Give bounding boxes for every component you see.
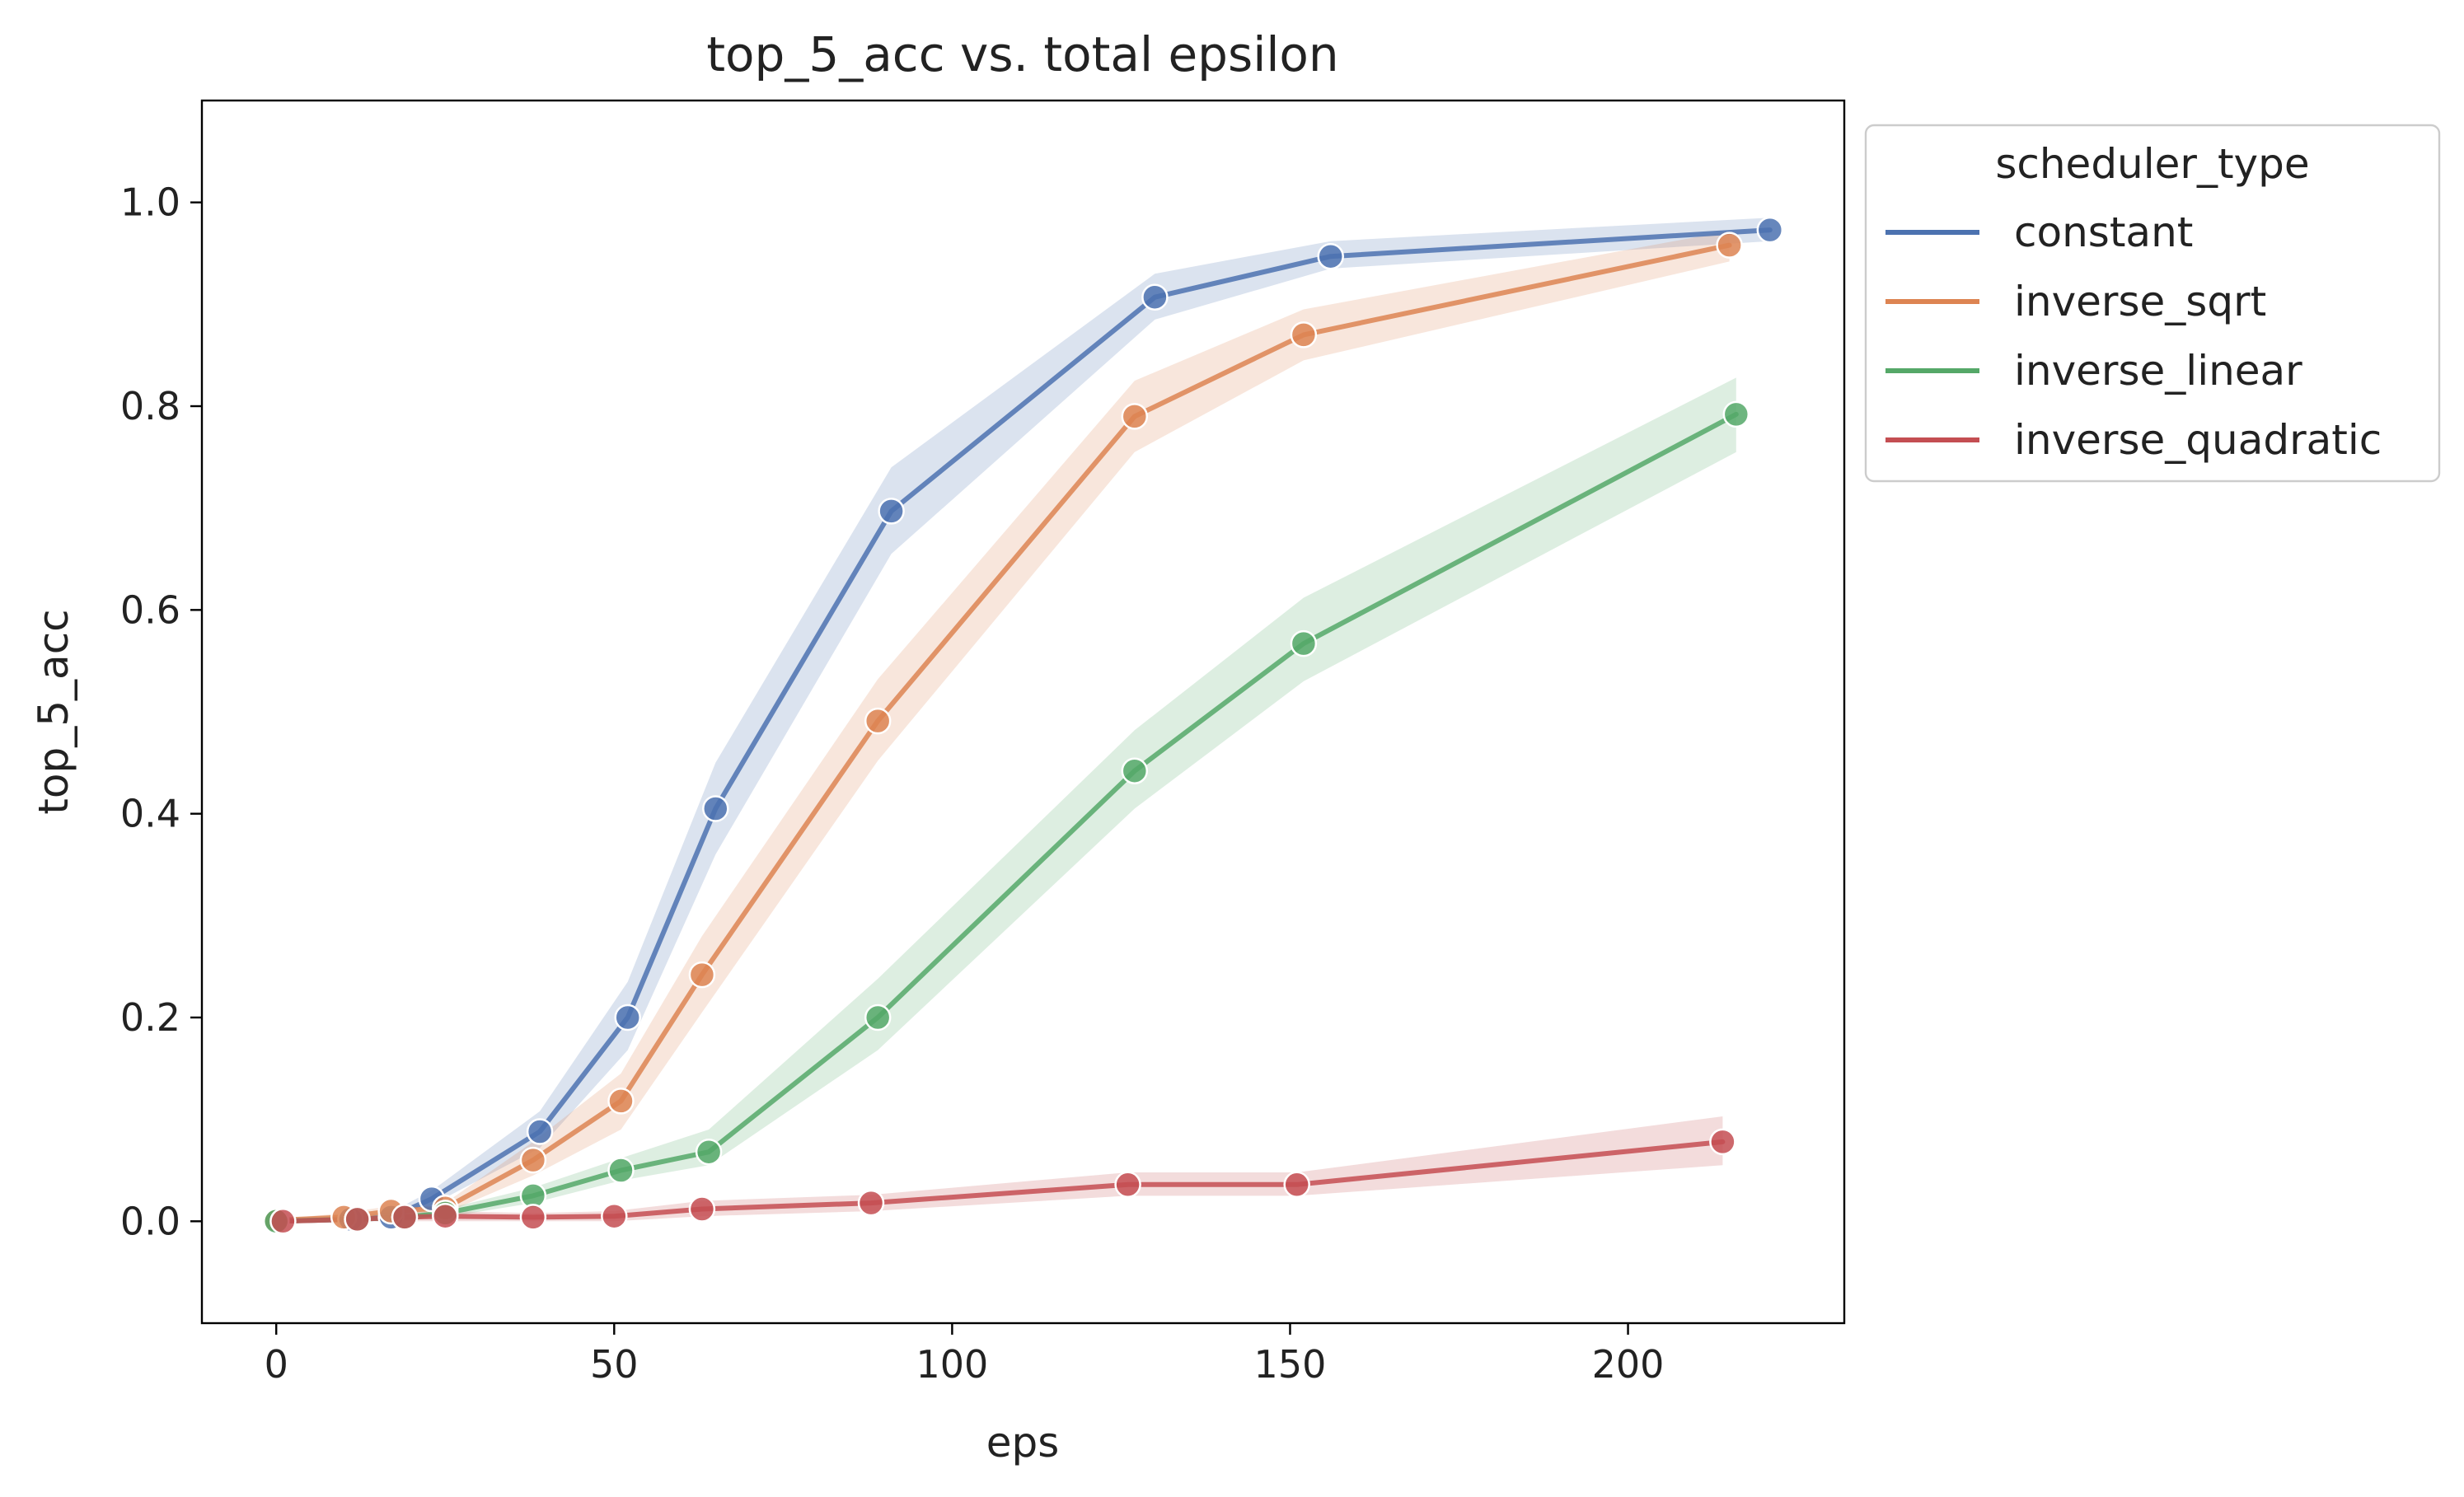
point-constant-7 (878, 498, 905, 525)
point-inverse_quadratic-7 (857, 1189, 885, 1217)
legend: scheduler_type constant inverse_sqrtinver… (1864, 124, 2441, 483)
point-inverse_quadratic-2 (391, 1204, 419, 1231)
legend-label-inverse_linear: inverse_linear (2014, 347, 2302, 395)
point-inverse_quadratic-6 (688, 1195, 716, 1223)
point-inverse_linear-5 (607, 1157, 635, 1184)
y-tick-label: 0.0 (120, 1199, 180, 1243)
legend-box (1864, 124, 2441, 483)
point-inverse_quadratic-5 (601, 1202, 628, 1230)
y-tick-label: 0.8 (120, 384, 180, 428)
point-inverse_sqrt-9 (1290, 321, 1318, 349)
x-tick-label: 0 (265, 1342, 288, 1387)
y-axis-label: top_5_acc (30, 609, 77, 814)
point-constant-10 (1756, 216, 1784, 244)
chart-title: top_5_acc vs. total epsilon (706, 26, 1338, 82)
x-axis-ticks: 0 50 100 150 200 (265, 1323, 1665, 1387)
y-tick-label: 0.6 (120, 587, 180, 632)
series-markers (262, 216, 1784, 1235)
legend-title: scheduler_type (1995, 140, 2309, 188)
point-constant-6 (702, 795, 729, 822)
x-tick-label: 150 (1254, 1342, 1327, 1387)
legend-label-constant: constant (2014, 208, 2193, 256)
point-inverse_quadratic-4 (519, 1204, 547, 1231)
point-inverse_sqrt-8 (1121, 403, 1149, 430)
point-inverse_linear-8 (1121, 757, 1149, 784)
point-inverse_sqrt-6 (688, 961, 716, 989)
point-inverse_sqrt-5 (607, 1088, 635, 1115)
point-constant-5 (614, 1003, 641, 1032)
point-constant-8 (1141, 283, 1169, 311)
point-inverse_quadratic-3 (432, 1202, 459, 1230)
legend-items: constant inverse_sqrt inverse_linearinvers… (1885, 208, 2382, 464)
point-inverse_linear-7 (864, 1003, 892, 1032)
point-constant-4 (526, 1118, 554, 1145)
y-tick-label: 1.0 (120, 180, 180, 225)
point-constant-9 (1317, 242, 1344, 270)
x-tick-label: 50 (590, 1342, 639, 1387)
point-inverse_sqrt-4 (519, 1146, 547, 1174)
point-inverse_sqrt-10 (1716, 232, 1743, 259)
y-axis-ticks: 0.0 0.2 0.4 0.6 0.8 1.0 (120, 180, 202, 1243)
point-inverse_quadratic-0 (269, 1208, 297, 1235)
point-inverse_quadratic-8 (1114, 1171, 1141, 1199)
x-tick-label: 100 (916, 1342, 988, 1387)
band-inverse_linear (276, 377, 1736, 1222)
plot-frame (200, 99, 1846, 1325)
point-inverse_quadratic-10 (1709, 1128, 1736, 1156)
x-axis-label: eps (986, 1419, 1060, 1467)
y-tick-label: 0.2 (120, 995, 180, 1040)
x-tick-label: 200 (1592, 1342, 1665, 1387)
point-inverse_quadratic-1 (344, 1205, 371, 1233)
legend-label-inverse_sqrt: inverse_sqrt (2014, 278, 2266, 325)
point-inverse_quadratic-9 (1283, 1171, 1310, 1199)
y-tick-label: 0.4 (120, 792, 180, 836)
point-inverse_sqrt-7 (864, 707, 892, 735)
legend-label-inverse_quadratic: inverse_quadratic (2014, 416, 2382, 464)
point-inverse_linear-6 (695, 1138, 723, 1166)
point-inverse_linear-10 (1722, 400, 1750, 428)
point-inverse_linear-9 (1290, 629, 1318, 657)
